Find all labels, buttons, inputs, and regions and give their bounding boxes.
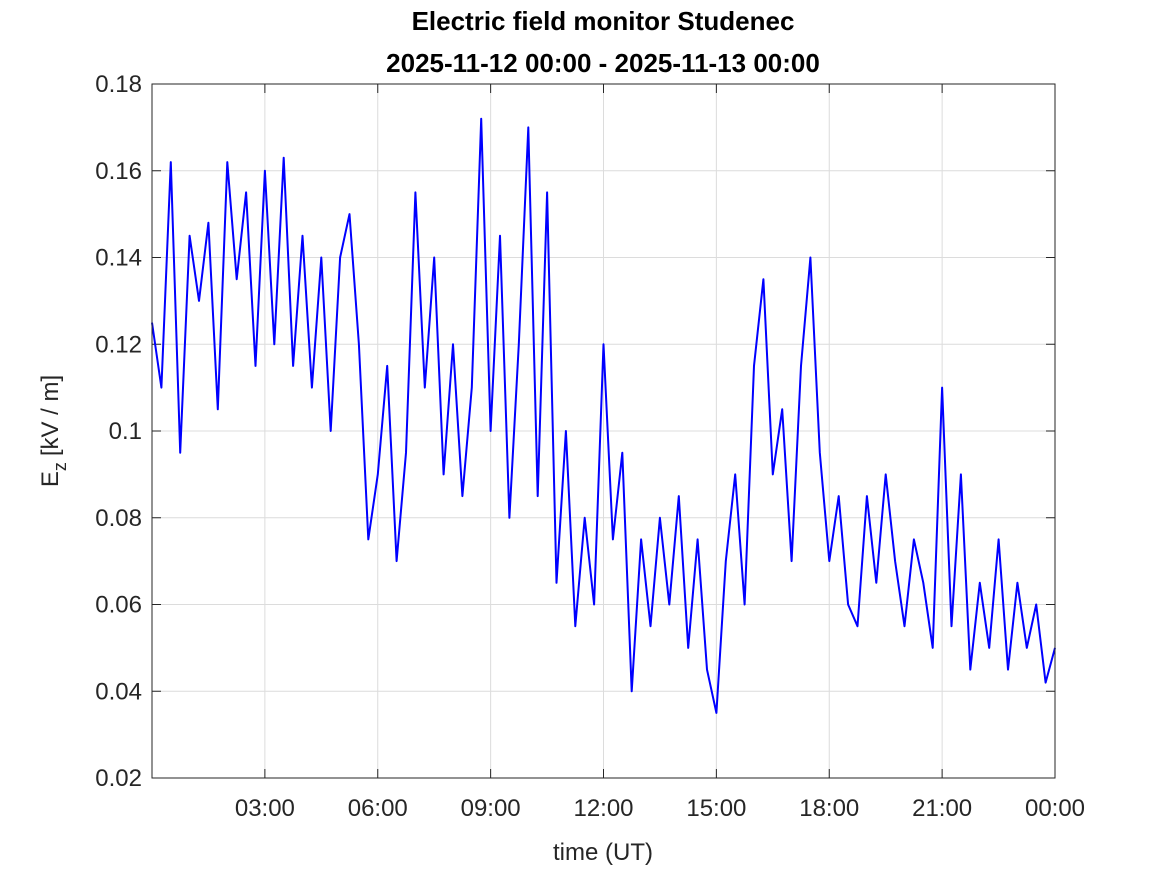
y-tick-label: 0.14 [95,245,142,272]
x-tick-label: 09:00 [461,795,521,822]
y-tick-label: 0.16 [95,158,142,185]
y-tick-label: 0.06 [95,592,142,619]
y-axis-label-main: E [37,471,64,487]
y-axis-label: Ez [kV / m] [37,375,70,487]
x-tick-label: 03:00 [235,795,295,822]
plot-frame [151,83,1056,779]
x-tick-label: 12:00 [573,795,633,822]
data-line [151,117,1056,714]
x-tick-label: 06:00 [348,795,408,822]
y-tick-label: 0.12 [95,331,142,358]
y-axis-label-subscript: z [50,462,70,471]
y-tick-label: 0.04 [95,678,142,705]
chart-title: Electric field monitor Studenec [412,6,795,36]
chart-subtitle: 2025-11-12 00:00 - 2025-11-13 00:00 [386,48,820,78]
x-axis-label: time (UT) [553,839,653,866]
x-tick-label: 18:00 [799,795,859,822]
x-tick-label: 21:00 [912,795,972,822]
y-tick-label: 0.08 [95,505,142,532]
y-tick-label: 0.02 [95,765,142,792]
y-tick-label: 0.18 [95,71,142,98]
x-tick-label: 00:00 [1025,795,1085,822]
y-axis-label-unit: [kV / m] [37,375,64,456]
x-tick-label: 15:00 [686,795,746,822]
y-tick-label: 0.1 [109,418,142,445]
